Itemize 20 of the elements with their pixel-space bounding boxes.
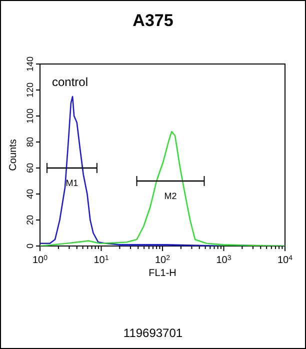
series-label: M1	[66, 178, 78, 188]
y-tick-label: 100	[25, 108, 35, 124]
x-tick-label: 10$^{0}$	[32, 254, 48, 266]
x-tick-label: 10$^{1}$	[94, 254, 109, 266]
y-tick-label: 80	[25, 136, 35, 148]
y-tick-label: 120	[25, 82, 35, 98]
series-label: M2	[164, 191, 177, 201]
y-tick-label: 140	[25, 56, 35, 72]
y-tick-label: 40	[25, 188, 35, 200]
x-axis-title: FL1-H	[148, 268, 176, 279]
text: 119693701	[123, 326, 183, 340]
annotation: control	[52, 75, 88, 89]
chart-title: A375	[132, 11, 174, 30]
x-tick-label: 10$^{3}$	[216, 254, 232, 266]
y-tick-label: 0	[25, 243, 35, 249]
y-tick-label: 60	[25, 162, 35, 174]
y-axis-title: Counts	[8, 139, 19, 171]
x-tick-label: 10$^{2}$	[154, 254, 170, 266]
x-tick-label: 10$^{4}$	[277, 254, 293, 266]
y-tick-label: 20	[25, 214, 35, 226]
